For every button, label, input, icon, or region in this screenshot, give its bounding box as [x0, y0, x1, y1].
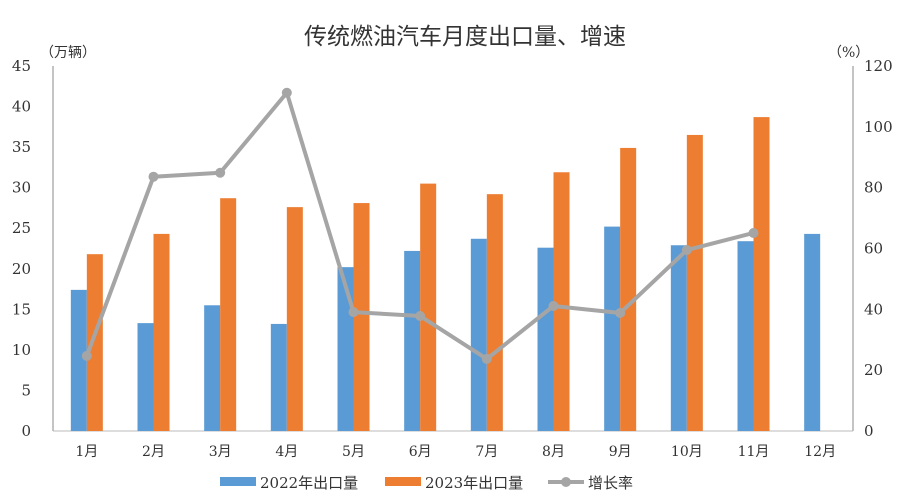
growth-point-7月: [481, 353, 492, 364]
right-tick-label: 20: [864, 361, 883, 379]
right-tick-label: 0: [864, 422, 874, 440]
right-tick-label: 60: [864, 240, 883, 258]
x-tick-label: 1月: [75, 444, 98, 460]
bar-2022年出口量-10月: [670, 245, 687, 431]
chart-title: 传统燃油汽车月度出口量、增速: [304, 24, 626, 50]
right-tick-label: 120: [864, 57, 893, 75]
bar-2022年出口量-9月: [604, 226, 621, 431]
bar-2023年出口量-3月: [220, 198, 237, 431]
left-tick-label: 20: [12, 260, 31, 278]
legend-swatch: [220, 477, 256, 486]
right-tick-label: 40: [864, 300, 883, 318]
bar-2023年出口量-1月: [86, 254, 103, 431]
bar-2023年出口量-10月: [686, 134, 703, 431]
right-tick-label: 100: [864, 118, 893, 136]
x-tick-label: 12月: [804, 444, 836, 460]
legend-item-2023年出口量: 2023年出口量: [385, 474, 523, 492]
left-axis-unit: （万辆）: [40, 45, 96, 61]
growth-point-2月: [148, 171, 159, 182]
growth-point-9月: [615, 307, 626, 318]
bar-2023年出口量-9月: [620, 147, 637, 431]
x-tick-label: 5月: [342, 444, 365, 460]
legend-label: 2023年出口量: [425, 474, 523, 492]
x-tick-label: 11月: [738, 444, 770, 460]
growth-point-6月: [415, 311, 426, 322]
bar-2022年出口量-3月: [204, 305, 221, 431]
bar-2022年出口量-1月: [70, 289, 87, 431]
growth-point-1月: [81, 350, 92, 361]
left-tick-label: 0: [21, 422, 31, 440]
x-tick-label: 9月: [609, 444, 632, 460]
growth-point-3月: [215, 167, 226, 178]
bar-2022年出口量-8月: [537, 247, 554, 431]
left-tick-label: 30: [12, 179, 31, 197]
legend-label: 增长率: [588, 474, 633, 492]
bar-2023年出口量-7月: [486, 194, 503, 431]
legend-item-2022年出口量: 2022年出口量: [220, 474, 358, 492]
growth-point-4月: [281, 87, 292, 98]
bar-2023年出口量-2月: [153, 233, 170, 431]
bar-2022年出口量-6月: [404, 250, 421, 431]
x-tick-label: 8月: [542, 444, 565, 460]
left-tick-label: 35: [12, 138, 31, 156]
x-tick-label: 4月: [275, 444, 298, 460]
left-tick-label: 25: [12, 219, 31, 237]
left-tick-label: 15: [12, 300, 31, 318]
right-tick-label: 80: [864, 179, 883, 197]
x-tick-label: 10月: [671, 444, 703, 460]
bar-2023年出口量-5月: [353, 203, 370, 431]
bar-2022年出口量-4月: [270, 323, 287, 431]
left-tick-label: 40: [12, 98, 31, 116]
bar-2023年出口量-11月: [753, 117, 770, 431]
bar-2023年出口量-4月: [286, 207, 303, 431]
bar-2023年出口量-8月: [553, 172, 570, 431]
legend-swatch: [385, 477, 421, 486]
bar-2022年出口量-5月: [337, 267, 354, 431]
x-tick-label: 3月: [209, 444, 232, 460]
x-tick-label: 7月: [475, 444, 498, 460]
left-tick-label: 10: [12, 341, 31, 359]
growth-point-11月: [748, 227, 759, 238]
bar-2022年出口量-2月: [137, 323, 154, 431]
legend-label: 2022年出口量: [260, 474, 358, 492]
left-tick-label: 45: [12, 57, 31, 75]
growth-point-5月: [348, 307, 359, 318]
growth-point-10月: [681, 245, 692, 256]
x-tick-label: 6月: [409, 444, 432, 460]
legend-swatch-marker: [561, 477, 571, 487]
bar-2022年出口量-11月: [737, 241, 754, 431]
legend-item-增长率: 增长率: [548, 474, 633, 492]
right-axis-unit: （%）: [828, 45, 869, 61]
bar-2023年出口量-6月: [420, 183, 437, 431]
x-tick-label: 2月: [142, 444, 165, 460]
growth-point-8月: [548, 300, 559, 311]
bar-2022年出口量-12月: [804, 233, 821, 431]
bar-2022年出口量-7月: [470, 238, 487, 431]
left-tick-label: 5: [21, 381, 31, 399]
